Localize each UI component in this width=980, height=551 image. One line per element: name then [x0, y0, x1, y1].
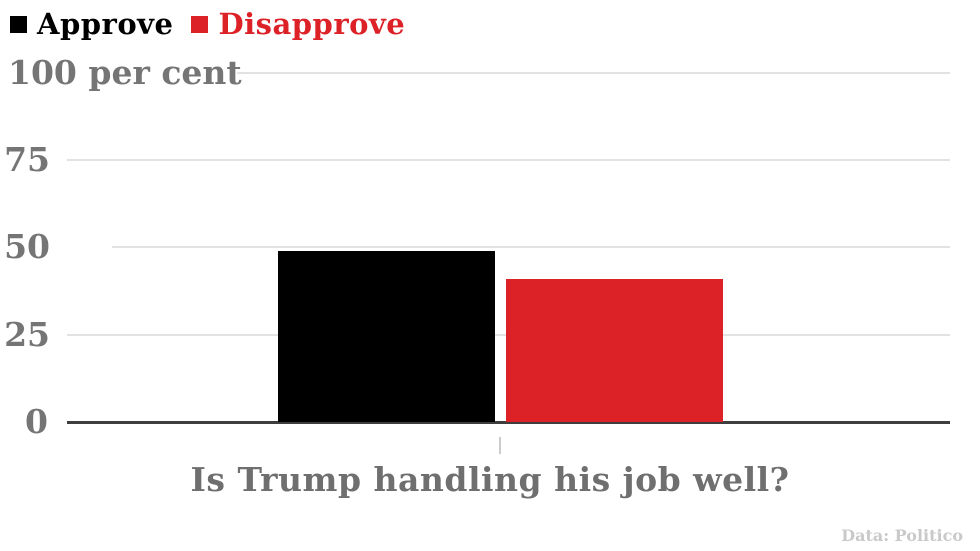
disapprove-swatch-icon	[191, 15, 209, 33]
approve-swatch-icon	[10, 15, 27, 33]
ytick-label-25: 25	[4, 315, 50, 354]
ytick-label-75: 75	[4, 140, 50, 179]
ytick-label-50: 50	[4, 227, 50, 266]
ytick-label-0: 0	[25, 402, 48, 441]
x-axis-baseline	[67, 421, 950, 424]
disapprove-legend-label: Disapprove	[218, 7, 406, 41]
gridline-100	[237, 72, 950, 74]
legend-item-approve: Approve	[10, 7, 173, 41]
legend-item-disapprove: Disapprove	[191, 7, 405, 41]
gridline-75	[67, 159, 950, 161]
x-axis-question-label: Is Trump handling his job well?	[190, 460, 790, 499]
legend: Approve Disapprove	[10, 6, 423, 42]
disapprove-bar	[506, 279, 723, 422]
approve-legend-label: Approve	[37, 7, 174, 41]
category-tick-mark	[499, 437, 501, 454]
gridline-50	[112, 246, 950, 248]
data-source-credit: Data: Politico	[841, 526, 963, 545]
approve-bar	[278, 251, 495, 422]
ytick-label-100: 100 per cent	[8, 53, 242, 92]
